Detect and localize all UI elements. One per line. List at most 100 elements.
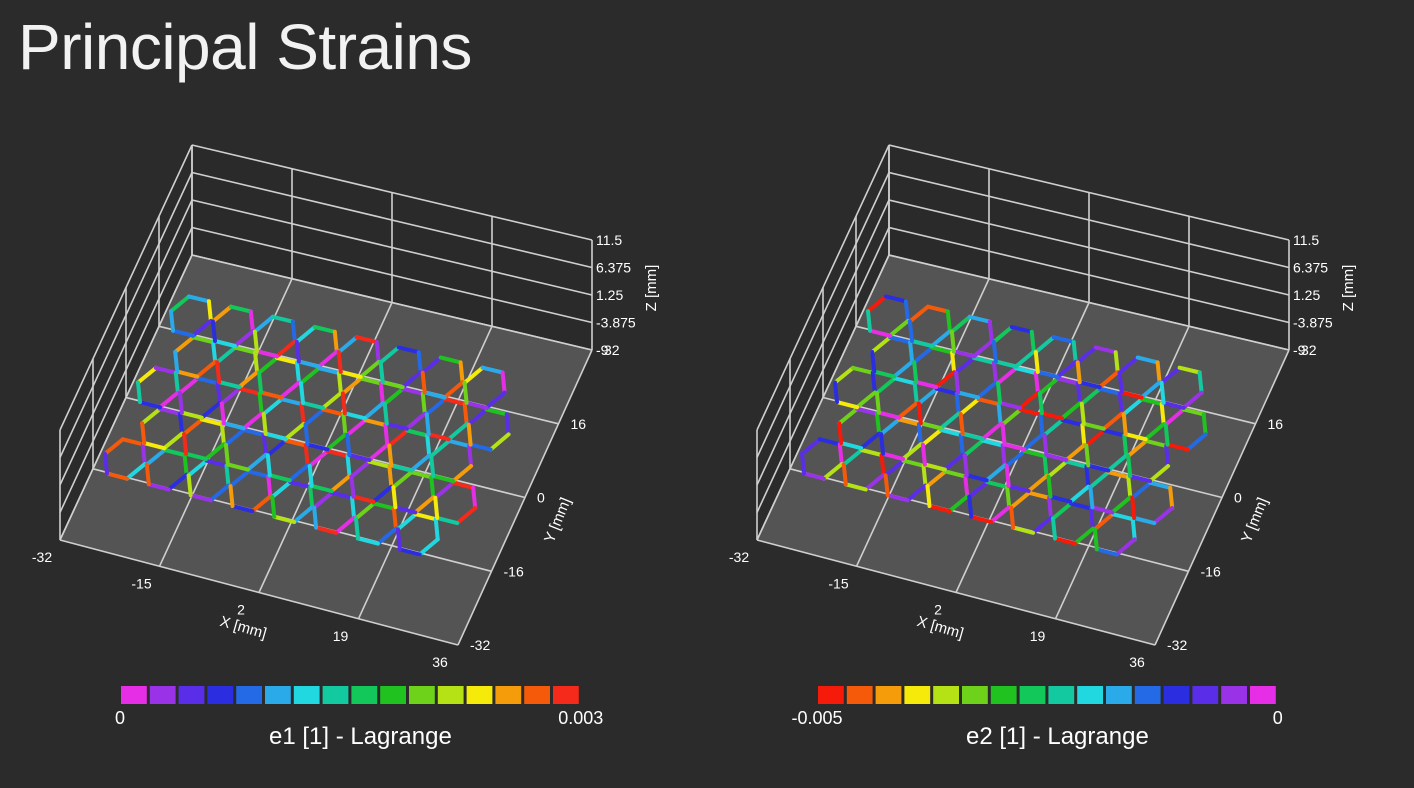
lattice-strut (1022, 449, 1047, 459)
lattice-strut (332, 329, 339, 354)
lattice-strut (908, 340, 915, 364)
lattice-strut (191, 335, 216, 345)
lattice-strut (248, 309, 255, 334)
lattice-strut (1148, 464, 1171, 484)
lattice-strut (466, 422, 473, 447)
leftwall-grid-h (756, 172, 890, 458)
lattice-strut (859, 431, 882, 451)
lattice-strut (309, 483, 334, 493)
lattice-strut (204, 458, 229, 468)
lattice-strut (447, 438, 472, 448)
lattice-strut (950, 350, 957, 375)
backwall-grid-h (191, 144, 593, 241)
lattice-strut (1163, 422, 1170, 447)
lattice-strut (1110, 495, 1133, 515)
lattice-strut (1088, 485, 1095, 510)
lattice-strut (817, 437, 842, 447)
lattice-strut (321, 407, 346, 417)
z-tick-label: -3.875 (596, 315, 636, 331)
lattice-strut (246, 469, 271, 479)
lattice-strut (938, 411, 961, 431)
lattice-strut (1084, 464, 1091, 489)
lattice-strut (954, 391, 961, 416)
lattice-strut (1113, 350, 1120, 375)
lattice-strut (228, 484, 235, 508)
lattice-strut (841, 462, 848, 487)
lattice-strut (438, 355, 463, 365)
colorbar-min-label: 0 (115, 708, 125, 728)
lattice-strut (358, 359, 381, 379)
lattice-strut (1126, 475, 1133, 500)
lattice-strut (279, 397, 304, 407)
lattice-strut (802, 471, 826, 481)
lattice-strut (1051, 501, 1073, 521)
lattice-strut (800, 437, 822, 456)
lattice-strut (876, 410, 901, 420)
lattice-strut (219, 401, 226, 426)
lattice-strut (870, 350, 877, 374)
lattice-strut (336, 335, 359, 355)
lattice-strut (217, 380, 242, 389)
lattice-strut (1053, 536, 1077, 546)
lattice-strut (184, 451, 208, 461)
lattice-strut (261, 412, 268, 436)
lattice-strut (991, 325, 1014, 344)
lattice-strut (367, 443, 390, 462)
lattice-strut (245, 452, 268, 472)
colorbar-swatch (990, 686, 1017, 704)
lattice-strut (270, 480, 293, 499)
lattice-strut (1163, 407, 1186, 427)
lattice-strut (1037, 376, 1060, 396)
lattice-strut (949, 314, 972, 334)
lattice-strut (1069, 501, 1093, 511)
colorbar-swatch (1192, 686, 1219, 704)
lattice-strut (1046, 474, 1053, 499)
colorbar-swatch (846, 686, 873, 704)
lattice-strut (833, 365, 855, 385)
lattice-strut (1143, 422, 1166, 442)
colorbar-swatch (380, 686, 406, 704)
lattice-strut (471, 485, 478, 510)
lattice-strut (901, 442, 923, 461)
lattice-strut (962, 453, 969, 478)
colorbar-swatch (1221, 686, 1247, 704)
lattice-strut (989, 505, 1012, 524)
lattice-strut (1181, 407, 1206, 417)
lattice-strut (397, 547, 422, 557)
colorbar-swatch (466, 686, 493, 704)
lattice-strut (349, 474, 356, 499)
lattice-strut (464, 400, 489, 410)
lattice-strut (991, 339, 998, 364)
lattice-strut (103, 451, 109, 476)
lattice-strut (162, 431, 185, 451)
lattice-strut (378, 381, 385, 406)
lattice-strut (892, 359, 915, 379)
colorbar-swatch (875, 686, 902, 704)
lattice-strut (925, 469, 948, 489)
lattice-strut (215, 360, 222, 384)
lattice-strut (992, 360, 998, 385)
z-tick-label: 11.5 (1293, 232, 1319, 248)
lattice-strut (349, 459, 372, 479)
lattice-strut (321, 391, 343, 410)
lattice-strut (208, 483, 231, 503)
lattice-strut (958, 433, 965, 457)
colorbar-max-label: 0 (1273, 708, 1283, 728)
leftwall-grid-h (59, 172, 193, 458)
lattice-strut (912, 360, 919, 384)
lattice-strut (144, 448, 167, 467)
lattice-strut (433, 480, 456, 500)
colorbar-swatch (409, 686, 435, 704)
lattice-strut (340, 391, 347, 416)
lattice-strut (976, 397, 1001, 407)
lattice-strut (257, 391, 264, 416)
colorbar-swatch (818, 686, 844, 704)
lattice-strut (393, 505, 418, 515)
lattice-strut (835, 400, 859, 410)
lattice-strut (350, 495, 356, 520)
lattice-strut (257, 355, 279, 375)
lattice-strut (290, 319, 297, 344)
floor-grid-y (756, 539, 1156, 646)
z-tick-label: 11.5 (596, 232, 622, 248)
z-tick-label: 6.375 (1293, 260, 1328, 276)
